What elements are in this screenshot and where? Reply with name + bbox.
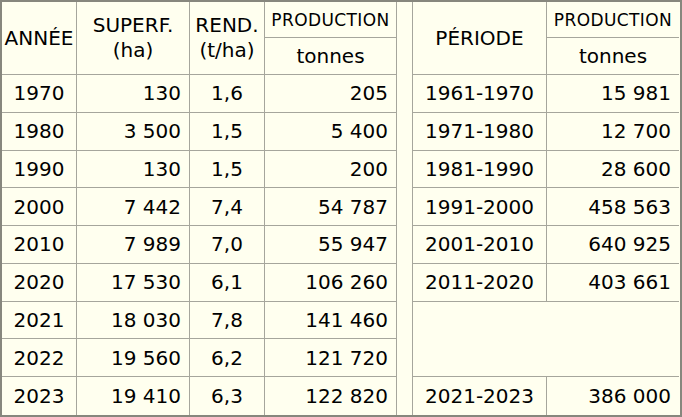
production-value: 28 600	[547, 151, 679, 189]
periode-value: 2011-2020	[413, 264, 547, 302]
superf-header: SUPERF. (ha)	[77, 2, 190, 75]
table-gap-spacer	[397, 2, 412, 415]
production-value: 54 787	[265, 188, 397, 226]
superf-value: 17 530	[77, 264, 190, 302]
production-header: PRODUCTION	[265, 2, 397, 38]
annee-header: ANNÉE	[2, 2, 77, 75]
production-value: 121 720	[265, 339, 397, 377]
superf-value: 130	[77, 151, 190, 189]
tonnes-header: tonnes	[265, 38, 397, 75]
rend-value: 1,6	[190, 75, 265, 113]
header-line: (t/ha)	[199, 38, 254, 63]
rend-header: REND. (t/ha)	[190, 2, 265, 75]
rend-value: 7,8	[190, 302, 265, 340]
superf-value: 19 560	[77, 339, 190, 377]
annee-value: 2022	[2, 339, 77, 377]
annee-value: 2010	[2, 226, 77, 264]
data-tables-frame: ANNÉE SUPERF. (ha) REND. (t/ha) PRODUCTI…	[0, 0, 682, 417]
annee-value: 1980	[2, 113, 77, 151]
production-value: 12 700	[547, 113, 679, 151]
annee-value: 2000	[2, 188, 77, 226]
production-header: PRODUCTION	[547, 2, 679, 38]
header-line: (ha)	[113, 38, 154, 63]
empty-cell	[413, 302, 679, 378]
periode-value: 2001-2010	[413, 226, 547, 264]
production-value: 55 947	[265, 226, 397, 264]
production-value: 386 000	[547, 377, 679, 415]
superf-value: 19 410	[77, 377, 190, 415]
annee-value: 1990	[2, 151, 77, 189]
superf-value: 7 442	[77, 188, 190, 226]
production-value: 15 981	[547, 75, 679, 113]
annee-value: 2020	[2, 264, 77, 302]
production-value: 122 820	[265, 377, 397, 415]
header-line: REND.	[195, 13, 258, 38]
annual-table: ANNÉE SUPERF. (ha) REND. (t/ha) PRODUCTI…	[2, 2, 397, 415]
rend-value: 1,5	[190, 113, 265, 151]
periode-value: 1961-1970	[413, 75, 547, 113]
production-value: 200	[265, 151, 397, 189]
superf-value: 130	[77, 75, 190, 113]
production-value: 5 400	[265, 113, 397, 151]
periode-value: 1971-1980	[413, 113, 547, 151]
decade-table: PÉRIODE PRODUCTION tonnes 1961-1970 15 9…	[412, 2, 679, 415]
tonnes-header: tonnes	[547, 38, 679, 75]
periode-header: PÉRIODE	[413, 2, 547, 75]
rend-value: 7,0	[190, 226, 265, 264]
production-value: 640 925	[547, 226, 679, 264]
periode-value: 2021-2023	[413, 377, 547, 415]
superf-value: 7 989	[77, 226, 190, 264]
superf-value: 18 030	[77, 302, 190, 340]
production-value: 141 460	[265, 302, 397, 340]
rend-value: 1,5	[190, 151, 265, 189]
annee-value: 2023	[2, 377, 77, 415]
periode-value: 1981-1990	[413, 151, 547, 189]
periode-value: 1991-2000	[413, 188, 547, 226]
production-value: 403 661	[547, 264, 679, 302]
header-line: SUPERF.	[93, 13, 174, 38]
annee-value: 1970	[2, 75, 77, 113]
production-value: 106 260	[265, 264, 397, 302]
production-value: 458 563	[547, 188, 679, 226]
rend-value: 6,3	[190, 377, 265, 415]
rend-value: 6,1	[190, 264, 265, 302]
superf-value: 3 500	[77, 113, 190, 151]
rend-value: 7,4	[190, 188, 265, 226]
production-value: 205	[265, 75, 397, 113]
rend-value: 6,2	[190, 339, 265, 377]
annee-value: 2021	[2, 302, 77, 340]
